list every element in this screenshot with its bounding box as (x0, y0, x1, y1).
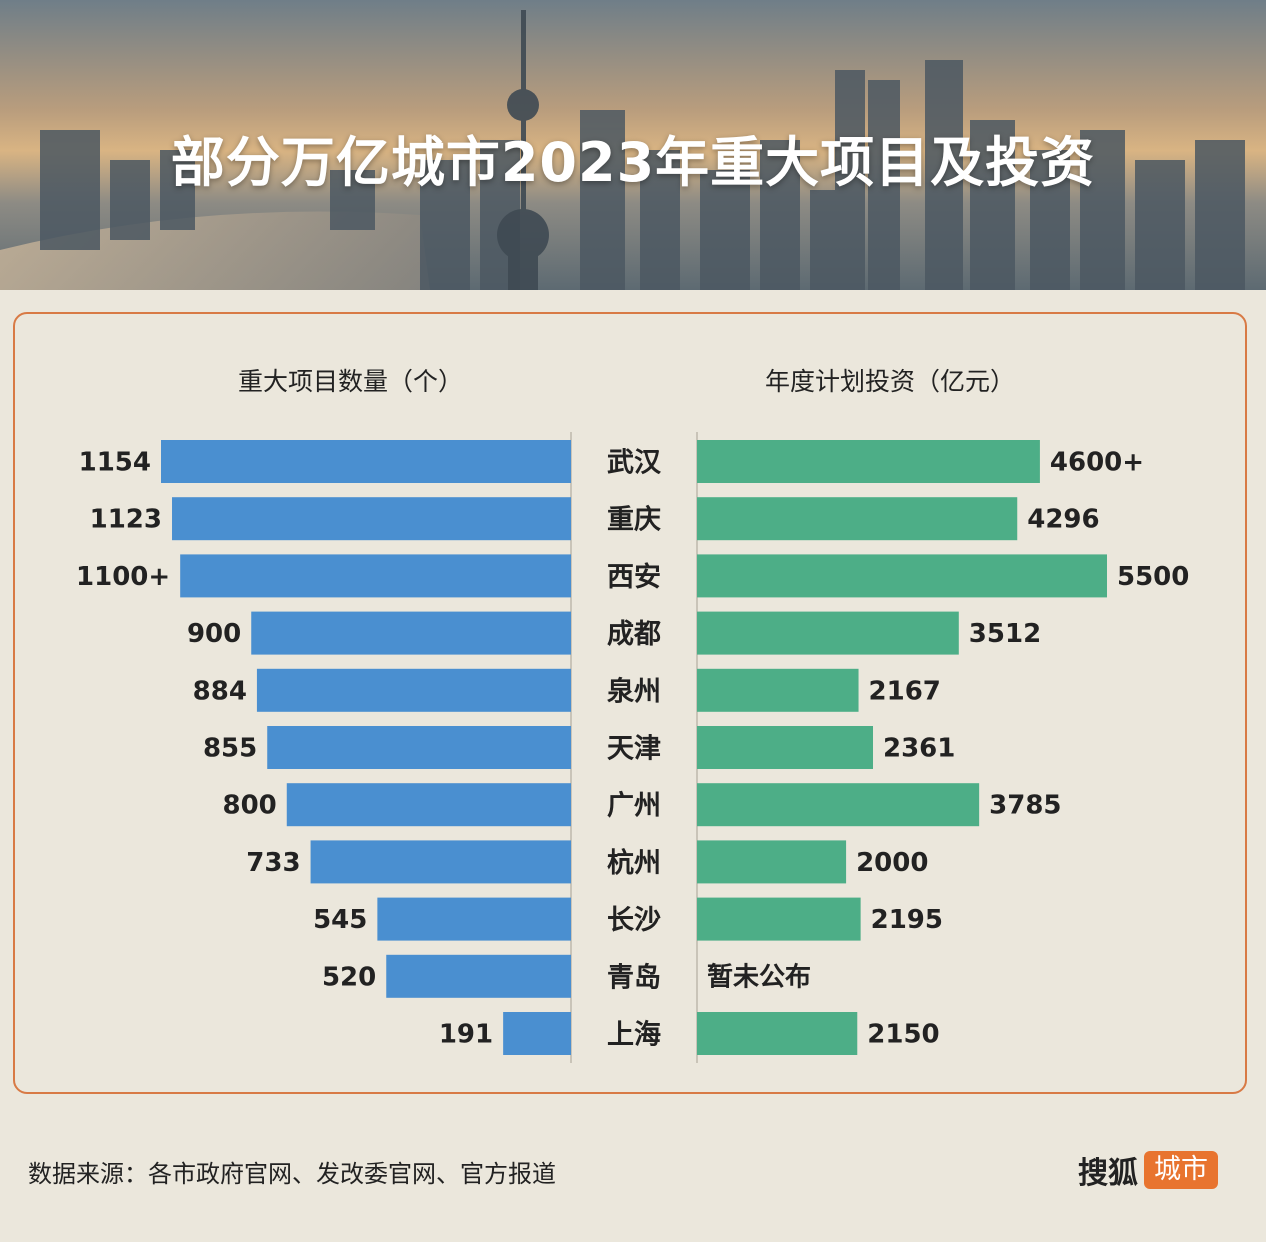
right-value-label: 2195 (871, 905, 943, 935)
category-label: 武汉 (607, 448, 662, 479)
left-bar (161, 440, 571, 483)
category-label: 长沙 (607, 905, 661, 936)
butterfly-bar-chart: 1154 武汉 4600+ 1123 重庆 4296 1100+ 西安 5500 900 成都 351… (76, 432, 1189, 1063)
left-value-label: 855 (203, 734, 257, 764)
category-label: 上海 (607, 1020, 661, 1051)
right-value-label: 2361 (883, 734, 955, 764)
right-bar (697, 497, 1018, 541)
right-value-label: 暂未公布 (707, 961, 811, 992)
left-bar (172, 497, 572, 541)
category-label: 广州 (607, 791, 661, 822)
brand-name: 搜狐 (1078, 1156, 1138, 1191)
category-label: 青岛 (607, 961, 661, 993)
chart-panel (13, 312, 1247, 1094)
brand-logo: 搜狐 城市 (1078, 1150, 1218, 1191)
left-bar (310, 840, 571, 884)
right-value-label: 3512 (969, 619, 1041, 649)
right-value-label: 2150 (867, 1020, 939, 1050)
right-bar (697, 611, 959, 655)
right-value-label: 4296 (1027, 505, 1099, 535)
category-label: 泉州 (607, 675, 661, 707)
left-value-label: 1154 (79, 448, 151, 478)
left-bar (267, 726, 571, 769)
brand-badge: 城市 (1144, 1151, 1218, 1189)
left-bar (503, 1012, 571, 1055)
chart-title: 部分万亿城市2023年重大项目及投资 (170, 131, 1096, 194)
header-banner: 部分万亿城市2023年重大项目及投资 (0, 0, 1266, 290)
left-value-label: 884 (193, 676, 247, 706)
category-label: 西安 (607, 562, 661, 593)
right-bar (697, 1012, 858, 1055)
right-bar (697, 783, 980, 827)
category-label: 重庆 (607, 504, 661, 536)
left-bar (286, 783, 571, 827)
right-value-label: 4600+ (1050, 448, 1144, 478)
left-value-label: 545 (313, 905, 367, 935)
category-label: 杭州 (607, 847, 661, 879)
right-bar (697, 668, 859, 712)
right-value-label: 2000 (856, 848, 928, 878)
right-bar (697, 897, 861, 941)
right-column-header: 年度计划投资（亿元） (765, 367, 1016, 396)
data-source-note: 数据来源：各市政府官网、发改委官网、官方报道 (28, 1160, 556, 1188)
category-label: 天津 (607, 734, 661, 765)
left-bar (386, 954, 571, 998)
left-value-label: 520 (322, 962, 376, 992)
right-value-label: 3785 (989, 791, 1061, 821)
left-value-label: 800 (222, 791, 276, 821)
category-label: 成都 (607, 619, 661, 650)
right-bar (697, 726, 874, 769)
right-value-label: 5500 (1117, 562, 1189, 592)
left-value-label: 1123 (90, 505, 162, 535)
left-bar (256, 668, 571, 712)
left-value-label: 1100+ (76, 562, 170, 592)
left-value-label: 900 (187, 619, 241, 649)
left-bar (377, 897, 571, 941)
left-value-label: 733 (246, 848, 300, 878)
city-skyline-illustration (0, 10, 1245, 290)
right-bar (697, 554, 1107, 598)
right-bar (697, 840, 847, 884)
right-bar (697, 440, 1040, 483)
left-column-header: 重大项目数量（个） (238, 367, 464, 396)
left-value-label: 191 (439, 1020, 493, 1050)
right-value-label: 2167 (869, 676, 941, 706)
left-bar (180, 554, 572, 598)
left-bar (251, 611, 572, 655)
